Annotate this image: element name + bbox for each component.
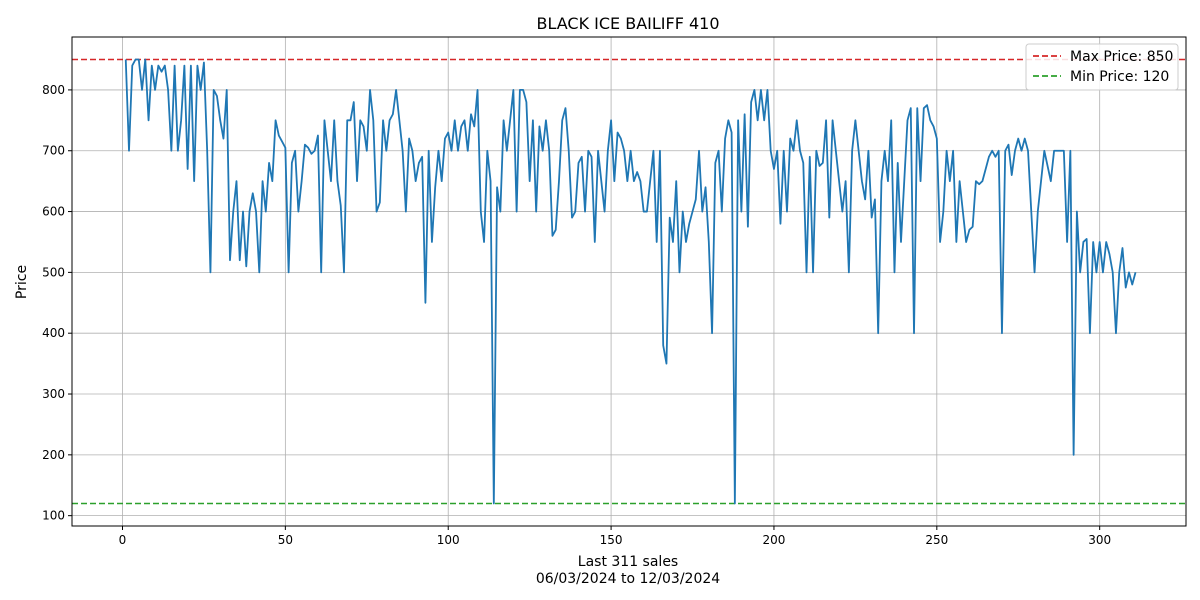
plot-area	[72, 37, 1186, 526]
y-tick-label: 400	[42, 326, 65, 340]
x-tick-label: 200	[762, 533, 785, 547]
y-tick-label: 300	[42, 387, 65, 401]
y-tick-label: 700	[42, 144, 65, 158]
x-tick-label: 250	[925, 533, 948, 547]
y-tick-label: 600	[42, 205, 65, 219]
legend-min-label: Min Price: 120	[1070, 69, 1169, 85]
y-axis-ticks: 100 200 300 400 500 600 700 800	[42, 83, 72, 523]
x-tick-label: 0	[119, 533, 127, 547]
x-axis-label: Last 311 sales	[578, 554, 678, 570]
legend: Max Price: 850 Min Price: 120	[1025, 43, 1179, 91]
price-series-line	[124, 58, 1137, 505]
y-tick-label: 500	[42, 265, 65, 279]
chart-title: BLACK ICE BAILIFF 410	[536, 14, 719, 33]
y-tick-label: 800	[42, 83, 65, 97]
plot-frame	[71, 36, 1187, 527]
legend-max-label: Max Price: 850	[1070, 49, 1173, 65]
x-axis-sublabel: 06/03/2024 to 12/03/2024	[536, 571, 720, 587]
y-tick-label: 200	[42, 448, 65, 462]
x-tick-label: 50	[278, 533, 293, 547]
x-tick-label: 300	[1088, 533, 1111, 547]
y-axis-label: Price	[14, 265, 30, 299]
reference-lines	[72, 58, 1186, 505]
x-tick-label: 150	[600, 533, 623, 547]
x-axis-ticks: 0 50 100 150 200 250 300	[119, 526, 1111, 547]
x-tick-label: 100	[437, 533, 460, 547]
y-tick-label: 100	[42, 509, 65, 523]
legend-box	[1025, 43, 1179, 91]
series-layer	[124, 58, 1137, 505]
